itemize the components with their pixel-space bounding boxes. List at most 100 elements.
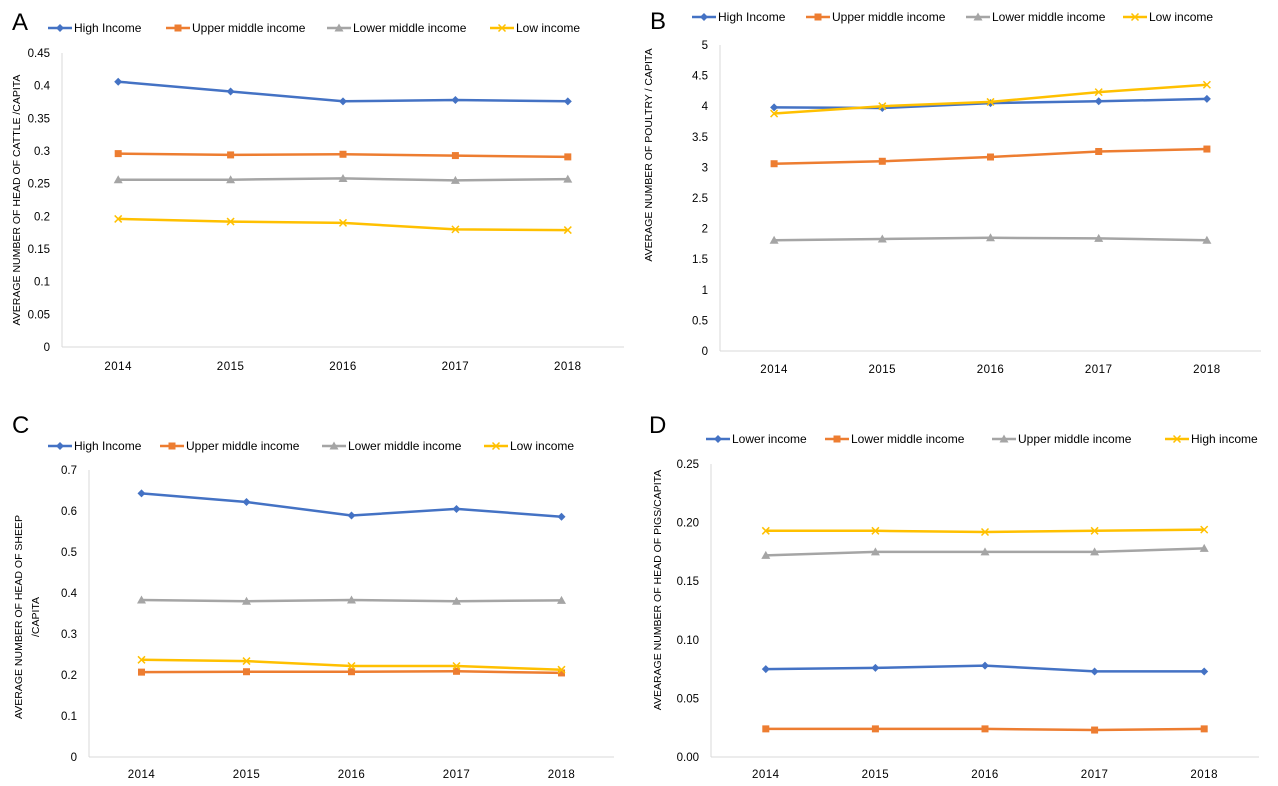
series-upper-middle-income-point bbox=[770, 160, 778, 168]
series-high-income-point-stroke-b bbox=[1090, 526, 1099, 535]
series-lower-income-point bbox=[761, 665, 770, 674]
series-low-income-point-stroke-b bbox=[1094, 88, 1103, 97]
series-lower-middle-income-point bbox=[557, 595, 566, 604]
series-lower-middle-income-point bbox=[877, 234, 887, 243]
legend-label: Low income bbox=[510, 439, 574, 453]
y-axis-title: AVERAGE NUMBER OF HEAD OF SHEEP/CAPITA bbox=[13, 515, 42, 719]
x-tick-label: 2014 bbox=[760, 364, 788, 376]
series-low-income-point-stroke-b bbox=[770, 109, 779, 118]
x-tick-label: 2016 bbox=[971, 769, 999, 781]
series-high-income-point bbox=[980, 527, 990, 537]
y-tick-label: 0.25 bbox=[28, 179, 50, 191]
series-low-income-point bbox=[347, 661, 356, 671]
legend-swatch-marker bbox=[329, 441, 339, 450]
y-tick-label: 0.15 bbox=[28, 244, 50, 256]
y-axis-title-line: /CAPITA bbox=[30, 597, 42, 637]
series-high-income-point bbox=[452, 504, 461, 513]
series-low-income-point-stroke-b bbox=[563, 226, 572, 235]
series-lower-middle-income-point bbox=[452, 596, 461, 605]
series-high-income bbox=[137, 489, 566, 521]
y-tick-label: 0.1 bbox=[61, 711, 77, 723]
series-upper-middle-income-point bbox=[227, 151, 235, 159]
series-high-income-point bbox=[1094, 97, 1103, 106]
legend-swatch-marker bbox=[833, 435, 841, 443]
series-lower-middle-income-point bbox=[986, 233, 995, 242]
series-upper-middle-income-point bbox=[1090, 547, 1100, 556]
series-high-income-point-stroke-b bbox=[980, 527, 990, 537]
x-tick-label: 2018 bbox=[1190, 769, 1218, 781]
series-lower-middle-income-point bbox=[1202, 235, 1212, 244]
x-tick-label: 2016 bbox=[329, 361, 357, 373]
series-upper-middle-income-point bbox=[564, 153, 572, 161]
series-lower-middle-income-point bbox=[450, 175, 460, 184]
x-tick-label: 2017 bbox=[442, 361, 470, 373]
y-tick-label: 0.6 bbox=[61, 506, 77, 518]
x-tick-label: 2014 bbox=[104, 361, 132, 373]
x-tick-label: 2018 bbox=[548, 769, 576, 781]
y-tick-label: 0.2 bbox=[34, 211, 50, 223]
series-lower-middle-income-point bbox=[338, 173, 348, 182]
legend-item: Low income bbox=[490, 21, 580, 35]
chart-panel-poultry: B 0 0.5 1 1.5 2 2.5 3 3.5 4 4.5 5 2014 2015 2016 2017 20… bbox=[639, 0, 1278, 390]
panel-label: A bbox=[12, 9, 28, 36]
panel-label: B bbox=[650, 8, 666, 35]
series-low-income-point bbox=[137, 655, 146, 664]
legend-item: Lower middle income bbox=[322, 439, 462, 453]
legend-swatch-marker-stroke-b bbox=[1130, 12, 1140, 22]
series-low-income-point-stroke-b bbox=[452, 661, 461, 671]
series-high-income bbox=[761, 525, 1209, 537]
series-low-income bbox=[770, 80, 1211, 118]
series-low-income bbox=[137, 655, 566, 674]
series-low-income-line bbox=[118, 217, 568, 232]
series-upper-middle-income-point bbox=[243, 668, 250, 676]
series-high-income-point bbox=[1090, 526, 1099, 535]
x-tick-label: 2016 bbox=[338, 769, 366, 781]
chart-panel-cattle: A 0 0.05 0.1 0.15 0.2 0.25 0.3 0.35 0.4 0.45 2014 20… bbox=[0, 0, 639, 390]
y-tick-label: 1.5 bbox=[692, 254, 708, 266]
series-low-income-point-stroke-b bbox=[242, 657, 251, 666]
legend-swatch-marker-stroke-b bbox=[1172, 434, 1182, 444]
series-high-income-point bbox=[1202, 94, 1211, 103]
x-tick-label: 2017 bbox=[1085, 364, 1113, 376]
series-lower-middle-income-point bbox=[242, 596, 251, 605]
legend-item: High income bbox=[1165, 432, 1258, 446]
y-tick-label: 0.3 bbox=[61, 629, 77, 641]
x-tick-label: 2017 bbox=[1081, 769, 1109, 781]
series-low-income-point bbox=[1094, 88, 1103, 97]
series-lower-income-point bbox=[871, 663, 880, 672]
series-low-income-point bbox=[452, 661, 461, 671]
series-low-income-point bbox=[114, 214, 123, 223]
legend-item: Lower middle income bbox=[327, 21, 467, 35]
legend-swatch-marker bbox=[814, 13, 822, 21]
legend-swatch-marker bbox=[174, 24, 182, 32]
chart-panel-sheep: C 0 0.1 0.2 0.3 0.4 0.5 0.6 0.7 2014 2015 2016 2017 2… bbox=[0, 390, 639, 781]
y-tick-label: 0.05 bbox=[677, 693, 699, 705]
x-tick-label: 2018 bbox=[1193, 364, 1221, 376]
series-upper-middle-income bbox=[114, 150, 572, 161]
legend-label: Lower middle income bbox=[992, 10, 1106, 24]
panel-label: C bbox=[12, 412, 29, 439]
legend-label: Upper middle income bbox=[192, 21, 306, 35]
legend-label: Lower middle income bbox=[851, 432, 965, 446]
series-high-income-point-stroke-b bbox=[1200, 525, 1209, 534]
y-axis-title-line: AVERAGE NUMBER OF HEAD OF SHEEP bbox=[13, 515, 25, 719]
series-lower-middle-income-point bbox=[1091, 726, 1099, 734]
legend-label: High Income bbox=[74, 439, 142, 453]
series-upper-middle-income-point bbox=[453, 667, 460, 675]
legend-item: Upper middle income bbox=[806, 10, 946, 24]
series-high-income bbox=[114, 77, 572, 106]
legend-label: Lower middle income bbox=[348, 439, 462, 453]
series-low-income-point bbox=[1202, 80, 1211, 89]
series-high-income-point bbox=[761, 526, 770, 535]
series-lower-income-point bbox=[1090, 667, 1099, 676]
series-high-income-point-stroke-b bbox=[761, 526, 770, 535]
series-low-income-point-stroke-b bbox=[114, 214, 123, 223]
series-high-income-point bbox=[114, 77, 123, 86]
series-lower-middle-income-point bbox=[347, 595, 356, 604]
y-tick-label: 0.3 bbox=[34, 146, 50, 158]
y-tick-label: 0.5 bbox=[61, 547, 77, 559]
y-tick-label: 0.45 bbox=[28, 48, 50, 60]
legend-swatch-marker bbox=[1172, 434, 1182, 444]
series-low-income-point-stroke-b bbox=[347, 661, 356, 671]
series-lower-middle-income-point bbox=[871, 725, 879, 733]
